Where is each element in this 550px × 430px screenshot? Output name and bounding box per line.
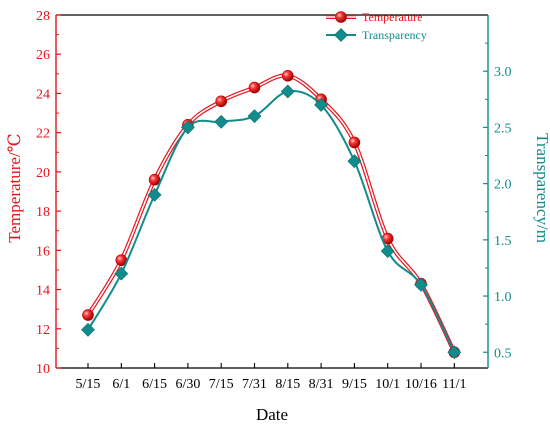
legend-item-temperature: Temperature (326, 10, 422, 24)
temperature-line-outline (86, 73, 457, 354)
temperature-point (148, 173, 161, 186)
legend: Temperature Transparency (326, 10, 427, 42)
legend-marker (335, 11, 347, 23)
x-axis-tick-label: 10/16 (405, 377, 437, 392)
left-axis-tick-label: 20 (36, 166, 50, 181)
transparency-point (414, 277, 428, 292)
left-axis-tick-label: 18 (36, 205, 50, 220)
left-axis-tick-label: 26 (36, 48, 50, 63)
x-axis-tick-label: 11/1 (442, 377, 466, 392)
x-axis-tick-label: 8/15 (275, 377, 300, 392)
transparency-point (247, 109, 262, 124)
left-axis-tick-label: 12 (36, 323, 50, 338)
left-axis-tick-label: 14 (36, 284, 50, 299)
x-axis-label: Date (256, 405, 288, 424)
temperature-line (87, 74, 456, 353)
transparency-point (147, 187, 162, 202)
left-axis-label: Temperature/℃ (5, 133, 24, 242)
temperature-point (348, 136, 361, 149)
legend-label: Transparency (362, 28, 427, 42)
x-axis: 5/15 6/1 6/15 6/30 7/15 7/31 8/15 8/31 9/15 10/1 1… (76, 363, 466, 392)
x-axis-tick-label: 10/1 (375, 377, 400, 392)
transparency-point (314, 98, 329, 112)
left-axis-tick-label: 22 (36, 127, 50, 142)
series-temperature (82, 69, 461, 359)
temperature-point (248, 81, 261, 94)
left-axis-tick-label: 10 (36, 362, 50, 377)
legend-label: Temperature (362, 10, 422, 24)
x-axis-tick-label: 8/31 (309, 377, 334, 392)
right-axis-tick-label: 3.0 (494, 65, 512, 80)
x-axis-tick-label: 6/1 (112, 377, 130, 392)
right-axis-tick-label: 1.0 (494, 290, 512, 305)
legend-marker (334, 28, 348, 42)
x-axis-tick-label: 6/15 (142, 377, 167, 392)
right-axis-tick-label: 0.5 (494, 346, 512, 361)
transparency-point (114, 266, 129, 281)
transparency-point (380, 244, 395, 259)
right-axis: 0.5 1.0 1.5 2.0 2.5 3.0 (483, 15, 512, 368)
transparency-line (87, 90, 456, 353)
temperature-point (82, 309, 94, 321)
x-axis-tick-label: 5/15 (76, 377, 101, 392)
left-axis-tick-label: 28 (36, 9, 50, 24)
right-axis-label: Transparency/m (533, 133, 550, 243)
plot-frame (56, 14, 488, 369)
transparency-point (447, 345, 462, 360)
series-transparency (81, 84, 462, 360)
x-axis-tick-label: 9/15 (342, 377, 367, 392)
temperature-point (215, 95, 227, 108)
left-axis-tick-label: 24 (36, 87, 50, 102)
x-axis-tick-label: 6/30 (175, 377, 200, 392)
right-axis-tick-label: 2.5 (494, 121, 512, 136)
transparency-point (180, 120, 195, 135)
transparency-point (214, 114, 229, 129)
x-axis-tick-label: 7/31 (242, 377, 267, 392)
right-axis-tick-label: 2.0 (494, 178, 512, 193)
transparency-point (81, 322, 95, 337)
left-axis-tick-label: 16 (36, 244, 50, 259)
temperature-point (281, 69, 294, 82)
series-layer (81, 69, 462, 360)
left-axis: 10 12 14 16 18 20 22 24 26 28 (36, 9, 61, 377)
right-axis-tick-label: 1.5 (494, 234, 512, 249)
transparency-point (347, 154, 362, 169)
transparency-point (280, 84, 295, 99)
legend-item-transparency: Transparency (326, 28, 427, 42)
x-axis-tick-label: 7/15 (209, 377, 234, 392)
